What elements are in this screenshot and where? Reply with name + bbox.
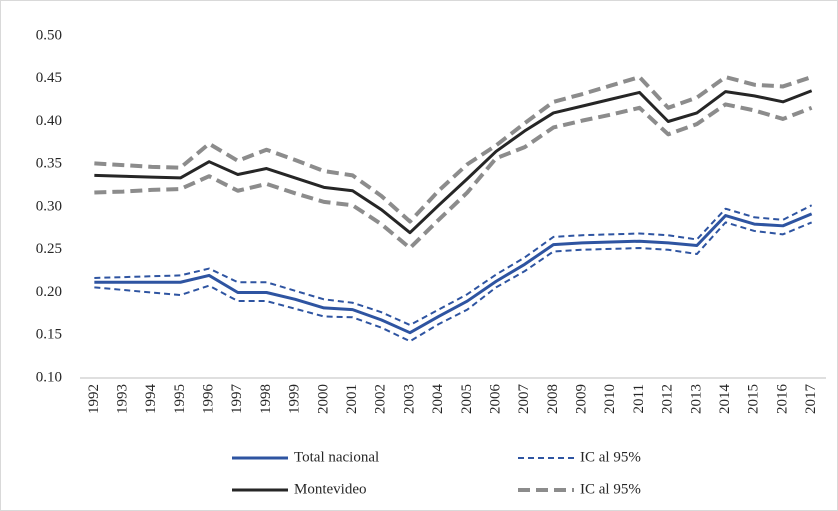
x-tick-label: 2005 xyxy=(459,384,475,414)
x-tick-label: 2014 xyxy=(717,384,733,415)
x-tick-label: 2016 xyxy=(774,384,790,415)
x-tick-label: 2017 xyxy=(803,384,819,415)
x-tick-label: 2013 xyxy=(688,384,704,414)
x-tick-label: 1996 xyxy=(201,384,217,415)
x-tick-label: 2008 xyxy=(545,384,561,414)
x-tick-label: 1995 xyxy=(172,384,188,414)
ci-line xyxy=(94,102,813,251)
legend-label: IC al 95% xyxy=(580,481,641,497)
x-tick-label: 2001 xyxy=(344,384,360,414)
x-tick-label: 2015 xyxy=(746,384,762,414)
x-tick-label: 2004 xyxy=(430,384,446,415)
series-line xyxy=(94,212,813,335)
x-tick-label: 1994 xyxy=(143,384,159,415)
ci-line xyxy=(94,75,813,224)
x-tick-label: 2011 xyxy=(631,384,647,413)
x-tick-label: 1997 xyxy=(229,384,245,415)
ci-line xyxy=(94,204,813,326)
legend-label: Montevideo xyxy=(294,481,367,497)
x-tick-label: 2012 xyxy=(660,384,676,414)
ci-line xyxy=(94,221,813,343)
y-tick-label: 0.35 xyxy=(36,156,62,172)
x-tick-label: 2000 xyxy=(315,384,331,414)
y-tick-label: 0.10 xyxy=(36,369,62,385)
x-tick-label: 1999 xyxy=(287,384,303,414)
y-tick-label: 0.40 xyxy=(36,113,62,129)
x-tick-label: 2007 xyxy=(516,384,532,415)
y-tick-label: 0.45 xyxy=(36,70,62,86)
x-tick-label: 2006 xyxy=(487,384,503,415)
x-tick-label: 2002 xyxy=(373,384,389,414)
series-line xyxy=(94,89,813,235)
y-tick-label: 0.20 xyxy=(36,284,62,300)
x-tick-label: 2003 xyxy=(401,384,417,414)
y-tick-label: 0.50 xyxy=(36,27,62,43)
x-tick-label: 1992 xyxy=(86,384,102,414)
x-tick-label: 2010 xyxy=(602,384,618,414)
y-tick-label: 0.30 xyxy=(36,198,62,214)
x-tick-label: 1998 xyxy=(258,384,274,414)
y-tick-label: 0.25 xyxy=(36,241,62,257)
y-tick-label: 0.15 xyxy=(36,327,62,343)
x-tick-label: 1993 xyxy=(114,384,130,414)
legend-label: Total nacional xyxy=(294,449,379,465)
legend-label: IC al 95% xyxy=(580,449,641,465)
x-tick-label: 2009 xyxy=(574,384,590,414)
